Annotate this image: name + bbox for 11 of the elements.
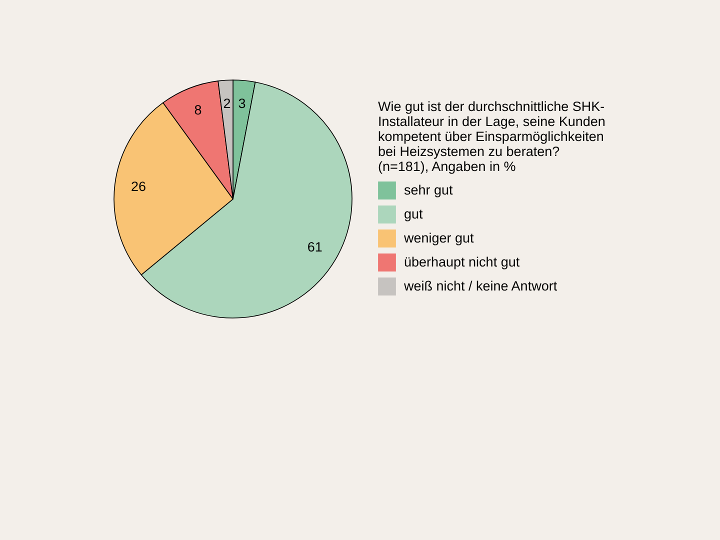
legend-title: Wie gut ist der durchschnittliche SHK-Installateur in der Lage, seine Kunden kompetent über Einsparmöglichkeiten bei Heizsystemen zu beraten? (n=181), Angaben in % xyxy=(378,99,606,174)
data-label: 8 xyxy=(194,102,202,118)
legend-label: weniger gut xyxy=(403,230,474,246)
data-label: 26 xyxy=(131,179,146,194)
data-label: 61 xyxy=(307,239,322,254)
data-label: 3 xyxy=(238,96,246,112)
legend-label: gut xyxy=(404,206,424,222)
legend-label: weiß nicht / keine Antwort xyxy=(403,278,558,294)
data-label: 2 xyxy=(223,96,231,111)
legend-label: sehr gut xyxy=(404,182,454,198)
legend-label: überhaupt nicht gut xyxy=(404,254,520,270)
